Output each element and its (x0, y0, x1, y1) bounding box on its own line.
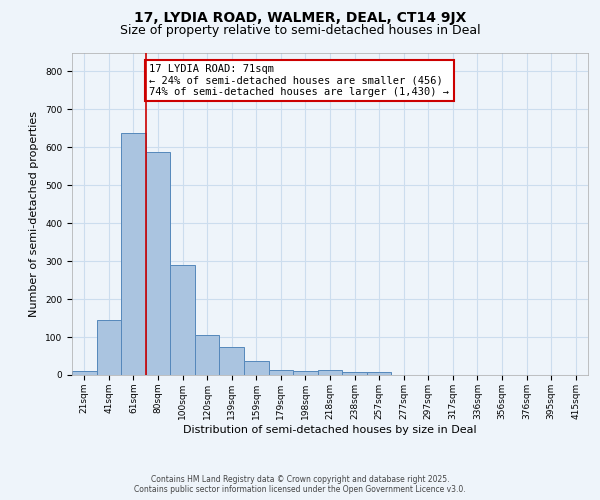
Bar (195, 335, 220, 375)
Bar (121, 133, 146, 375)
Bar (342, 372, 367, 375)
Bar (244, 360, 269, 375)
Bar (269, 370, 293, 375)
Bar (318, 370, 342, 375)
Bar (146, 152, 170, 375)
X-axis label: Distribution of semi-detached houses by size in Deal: Distribution of semi-detached houses by … (183, 424, 477, 434)
Text: 17 LYDIA ROAD: 71sqm
← 24% of semi-detached houses are smaller (456)
74% of semi: 17 LYDIA ROAD: 71sqm ← 24% of semi-detac… (149, 64, 449, 97)
Text: 17, LYDIA ROAD, WALMER, DEAL, CT14 9JX: 17, LYDIA ROAD, WALMER, DEAL, CT14 9JX (134, 11, 466, 25)
Bar (97, 320, 121, 375)
Text: Size of property relative to semi-detached houses in Deal: Size of property relative to semi-detach… (119, 24, 481, 37)
Bar (293, 371, 318, 375)
Text: Contains HM Land Registry data © Crown copyright and database right 2025.
Contai: Contains HM Land Registry data © Crown c… (134, 474, 466, 494)
Bar (170, 265, 195, 375)
Bar (220, 346, 244, 375)
Y-axis label: Number of semi-detached properties: Number of semi-detached properties (29, 111, 40, 317)
Bar (72, 371, 97, 375)
Bar (367, 372, 391, 375)
